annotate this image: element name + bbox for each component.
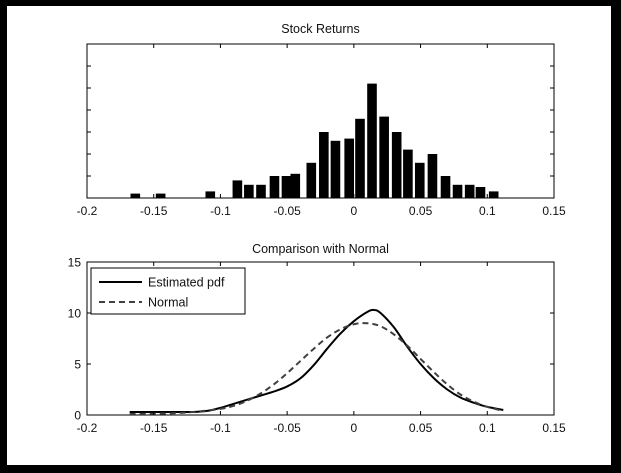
comparison-x-tick-label: -0.1 [210,421,231,435]
legend-label-estimated-pdf: Estimated pdf [148,276,225,290]
histogram-bar-5 [256,184,266,198]
estimated-pdf-line [129,308,504,414]
legend: Estimated pdf Normal [90,267,246,315]
histogram-bar-3 [232,180,243,198]
comparison-y-tick-label: 5 [74,358,81,372]
histogram-bar-0 [130,193,141,198]
histogram-bar-2 [205,191,216,198]
histogram-x-tick-label: 0.1 [479,204,496,218]
histogram-x-tick-label: -0.15 [140,204,168,218]
comparison-x-tick-label: -0.2 [77,421,98,435]
histogram-bar-10 [319,132,329,198]
histogram-x-tick-label: 0 [351,204,358,218]
histogram-bar-11 [330,140,341,198]
histogram-bar-17 [403,149,413,198]
histogram-bar-8 [290,173,301,198]
histogram-bar-23 [475,187,486,198]
comparison-title: Comparison with Normal [252,242,389,256]
comparison-panel: Comparison with Normal -0.2 -0.15 -0.1 -0.0… [68,242,566,435]
histogram-panel: Stock Returns -0.2 -0.15 -0.1 -0.05 0 0.05 0.1… [77,22,566,218]
comparison-x-tick-label: 0.15 [542,421,566,435]
comparison-y-tick-label: 10 [68,307,82,321]
histogram-bar-6 [269,176,280,198]
comparison-x-tick-label: -0.15 [140,421,168,435]
comparison-x-tick-label: 0.05 [409,421,433,435]
histogram-bar-12 [344,138,354,198]
histogram-x-tick-label: -0.1 [210,204,231,218]
comparison-x-tick-label: 0.1 [479,421,496,435]
histogram-bar-18 [414,162,425,198]
histogram-x-tick-label: 0.15 [542,204,566,218]
histogram-bar-19 [427,154,438,198]
legend-label-normal: Normal [148,296,188,310]
histogram-bar-14 [367,83,377,198]
comparison-y-tick-label: 0 [74,409,81,423]
histogram-bar-21 [452,184,463,198]
histogram-bar-1 [155,193,166,198]
normal-line [129,322,504,415]
comparison-x-tick-label: 0 [351,421,358,435]
legend-box [90,267,246,315]
histogram-title: Stock Returns [281,22,360,36]
histogram-bar-24 [488,191,499,198]
comparison-x-tick-label: -0.05 [273,421,301,435]
histogram-bar-16 [391,132,402,198]
histogram-x-tick-label: -0.05 [273,204,301,218]
histogram-bar-9 [306,162,317,198]
histogram-bar-15 [379,116,389,198]
histogram-bar-4 [244,184,254,198]
comparison-y-tick-label: 15 [68,256,82,270]
histogram-bar-13 [355,118,365,198]
histogram-x-tick-label: -0.2 [77,204,98,218]
histogram-bar-7 [281,176,292,198]
histogram-bar-20 [440,176,451,198]
histogram-x-tick-label: 0.05 [409,204,433,218]
histogram-bar-22 [464,184,475,198]
